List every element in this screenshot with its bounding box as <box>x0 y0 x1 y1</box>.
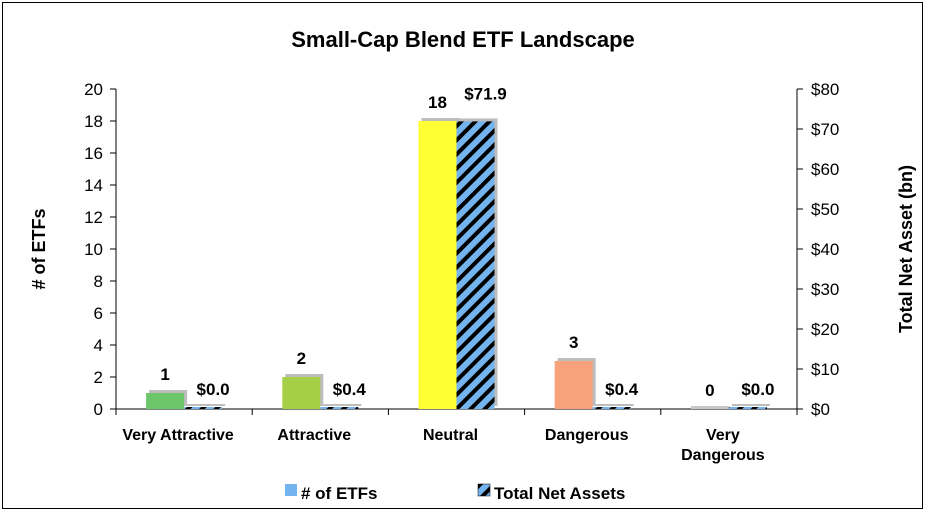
data-label-net-assets: $0.0 <box>197 380 230 399</box>
right-tick-label: $40 <box>811 240 839 259</box>
legend: # of ETFs Total Net Assets <box>285 483 625 503</box>
bar-etf-count <box>554 361 593 409</box>
left-tick-label: 20 <box>84 80 103 99</box>
legend-label-etf-count: # of ETFs <box>301 484 378 503</box>
data-label-etf-count: 3 <box>569 333 578 352</box>
data-label-etf-count: 0 <box>705 381 714 400</box>
left-tick-label: 12 <box>84 208 103 227</box>
data-label-etf-count: 1 <box>160 365 169 384</box>
right-tick-label: $10 <box>811 360 839 379</box>
bar-shadow <box>595 404 634 406</box>
legend-swatch-net-assets <box>477 483 491 497</box>
bar-shadow <box>323 404 362 406</box>
data-label-net-assets: $0.4 <box>333 380 367 399</box>
category-label: Neutral <box>423 427 478 444</box>
legend-label-net-assets: Total Net Assets <box>494 484 625 503</box>
right-tick-label: $50 <box>811 200 839 219</box>
left-tick-label: 6 <box>94 304 103 323</box>
legend-swatch-etf-count <box>285 484 297 496</box>
data-label-etf-count: 2 <box>297 349 306 368</box>
right-axis-title: Total Net Asset (bn) <box>896 165 916 333</box>
right-tick-label: $30 <box>811 280 839 299</box>
bar-etf-count <box>418 121 457 409</box>
left-tick-label: 10 <box>84 240 103 259</box>
right-tick-label: $0 <box>811 400 830 419</box>
category-label: Very <box>706 427 740 444</box>
left-tick-label: 8 <box>94 272 103 291</box>
category-label: Very Attractive <box>122 427 234 444</box>
right-tick-label: $60 <box>811 160 839 179</box>
bar-net-assets <box>320 407 359 409</box>
category-label: Dangerous <box>545 427 629 444</box>
bar-net-assets <box>456 121 495 410</box>
right-tick-label: $20 <box>811 320 839 339</box>
data-label-net-assets: $0.0 <box>741 380 774 399</box>
bar-shadow <box>731 404 770 406</box>
data-label-etf-count: 18 <box>428 93 447 112</box>
data-label-net-assets: $0.4 <box>605 380 639 399</box>
left-tick-label: 16 <box>84 144 103 163</box>
category-label: Dangerous <box>681 447 765 464</box>
bar-net-assets <box>184 407 223 409</box>
bar-etf-count <box>282 377 321 409</box>
left-tick-label: 18 <box>84 112 103 131</box>
bar-etf-count <box>690 406 729 409</box>
chart-title: Small-Cap Blend ETF Landscape <box>291 27 635 52</box>
right-tick-label: $80 <box>811 80 839 99</box>
bar-etf-count <box>146 393 185 409</box>
left-tick-label: 4 <box>94 336 103 355</box>
left-tick-label: 0 <box>94 400 103 419</box>
plot-area: 02468101214161820$0$10$20$30$40$50$60$70… <box>84 80 839 464</box>
bar-net-assets <box>592 407 631 409</box>
left-tick-label: 14 <box>84 176 103 195</box>
bar-shadow <box>187 404 226 406</box>
right-tick-label: $70 <box>811 120 839 139</box>
left-tick-label: 2 <box>94 368 103 387</box>
category-label: Attractive <box>277 427 351 444</box>
data-label-net-assets: $71.9 <box>464 84 507 103</box>
bar-net-assets <box>728 407 767 409</box>
left-axis-title: # of ETFs <box>29 208 49 289</box>
